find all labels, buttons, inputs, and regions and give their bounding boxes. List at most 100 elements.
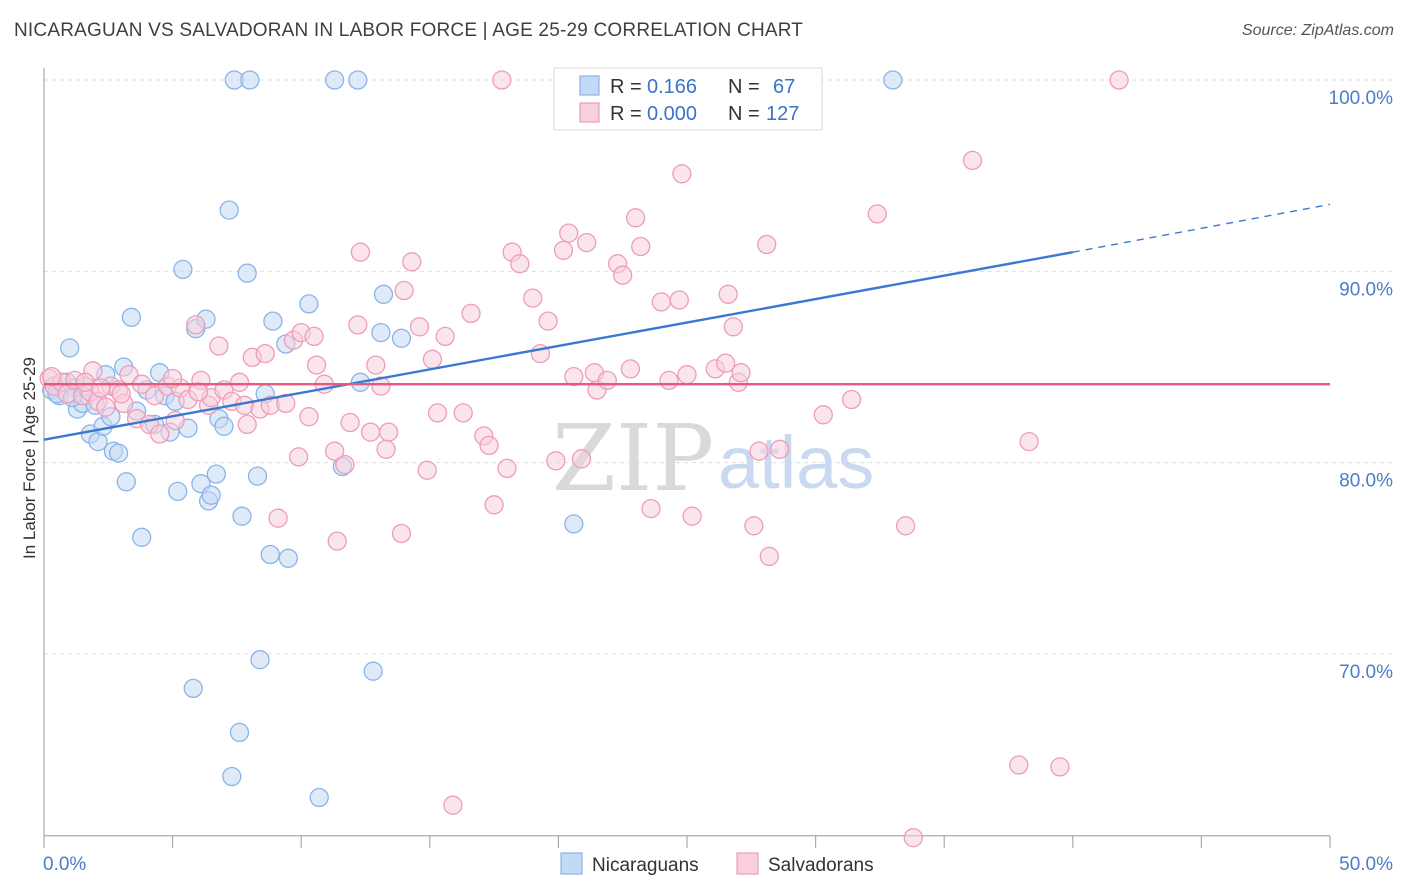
salvadoran-point — [546, 451, 566, 471]
salvadoran-point — [255, 343, 275, 364]
nicaraguan-trend-line — [43, 251, 1074, 441]
source-credit: Source: ZipAtlas.com — [1241, 22, 1394, 39]
nicaraguan-point — [229, 722, 250, 743]
salvadoran-point — [402, 252, 422, 272]
salvadoran-point — [443, 795, 463, 815]
salvadoran-point — [1009, 755, 1029, 775]
salvadoran-point — [731, 363, 751, 383]
salvadoran-point — [96, 397, 116, 417]
salvadoran-point — [435, 326, 455, 347]
nicaraguan-point — [222, 766, 242, 787]
salvadoran-point — [571, 449, 592, 469]
salvadoran-point — [631, 236, 651, 257]
salvadoran-point — [162, 368, 183, 389]
legend-swatch-nicaraguans — [579, 75, 600, 96]
salvadoran-point — [749, 441, 769, 461]
nicaraguan-point — [237, 263, 257, 283]
salvadoran-point — [538, 311, 558, 331]
nicaraguan-point — [168, 481, 188, 502]
nicaraguan-point — [247, 466, 268, 486]
nicaraguan-point — [260, 544, 280, 565]
nicaraguan-point — [132, 527, 152, 547]
salvadoran-point — [427, 403, 448, 423]
salvadoran-point — [497, 458, 517, 479]
legend-n-value-salvadorans: 127 — [766, 103, 799, 125]
salvadoran-point — [276, 393, 296, 414]
salvadoran-point — [723, 317, 743, 337]
nicaraguan-point — [324, 70, 345, 90]
salvadoran-point — [564, 366, 584, 387]
salvadoran-point — [378, 422, 399, 442]
nicaraguan-trend-extension — [1072, 203, 1331, 253]
legend-r-label-1: R = — [610, 76, 642, 98]
salvadoran-point — [417, 460, 437, 480]
salvadoran-point — [769, 439, 790, 459]
salvadoran-point — [641, 498, 661, 519]
salvadoran-point — [492, 70, 512, 90]
salvadoran-point — [613, 265, 633, 285]
trend-lines — [43, 203, 1331, 441]
nicaraguan-point — [883, 70, 903, 90]
salvadoran-point — [759, 546, 779, 567]
salvadoran-point — [510, 254, 530, 274]
salvadoran-point — [682, 506, 702, 526]
nicaraguan-point — [108, 443, 129, 463]
correlation-legend: R = 0.166 N = 67 R = 0.000 N = 127 — [553, 67, 823, 131]
salvadoran-point — [577, 232, 597, 253]
nicaraguan-point — [564, 514, 584, 534]
nicaraguan-point — [219, 200, 239, 220]
salvadoran-point — [895, 516, 916, 536]
nicaraguan-point — [183, 678, 203, 699]
nicaraguan-point — [232, 506, 252, 526]
legend-n-label-1: N = — [728, 76, 760, 98]
legend-r-value-salvadorans: 0.000 — [647, 103, 697, 125]
salvadoran-point — [394, 280, 414, 301]
salvadoran-point — [209, 336, 229, 356]
salvadoran-point — [672, 164, 692, 184]
salvadoran-point — [391, 523, 412, 544]
salvadoran-point — [757, 234, 777, 255]
nicaraguan-point — [348, 70, 368, 90]
salvadoran-point — [744, 516, 764, 536]
nicaraguan-point — [173, 259, 193, 280]
salvadoran-point — [620, 359, 641, 379]
y-axis-label: In Labor Force | Age 25-29 — [20, 357, 39, 559]
nicaraguan-point — [309, 787, 329, 808]
salvadoran-point — [327, 531, 347, 551]
salvadoran-point — [299, 407, 319, 427]
legend-r-value-nicaraguans: 0.166 — [647, 76, 697, 98]
salvadoran-point — [348, 315, 368, 335]
y-tick-label-100: 100.0% — [1329, 88, 1394, 109]
y-tick-labels: 100.0% 90.0% 80.0% 70.0% — [1329, 88, 1394, 683]
salvadoran-point — [1050, 757, 1070, 777]
legend-r-label-2: R = — [610, 103, 642, 125]
salvadoran-point — [625, 208, 646, 228]
legend-n-value-nicaraguans: 67 — [773, 76, 795, 98]
y-tick-label-90: 90.0% — [1339, 279, 1393, 300]
salvadoran-point — [461, 303, 481, 324]
salvadoran-point — [350, 242, 371, 262]
salvadoran-point — [360, 422, 381, 442]
salvadoran-point — [288, 447, 309, 467]
x-tick-label-max: 50.0% — [1339, 854, 1393, 875]
salvadoran-point — [111, 384, 131, 404]
series-legend: Nicaraguans Salvadorans — [560, 852, 874, 876]
legend-n-label-2: N = — [728, 103, 760, 125]
nicaraguan-point — [391, 328, 412, 348]
salvadoran-point — [144, 386, 165, 406]
nicaraguan-point — [116, 472, 136, 492]
salvadoran-point — [324, 441, 345, 461]
nicaraguan-point — [278, 548, 298, 568]
salvadoran-point — [90, 378, 111, 398]
salvadoran-point — [366, 355, 386, 375]
bottom-legend-label-nicaraguans: Nicaraguans — [592, 855, 699, 876]
salvadoran-point — [484, 495, 504, 515]
salvadoran-point — [304, 326, 324, 347]
salvadoran-point — [962, 150, 983, 171]
nicaraguan-point — [363, 661, 383, 681]
salvadoran-point — [669, 290, 689, 310]
bottom-legend-swatch-salvadorans — [736, 852, 759, 875]
salvadoran-point — [1019, 431, 1039, 452]
salvadoran-point — [229, 372, 250, 392]
